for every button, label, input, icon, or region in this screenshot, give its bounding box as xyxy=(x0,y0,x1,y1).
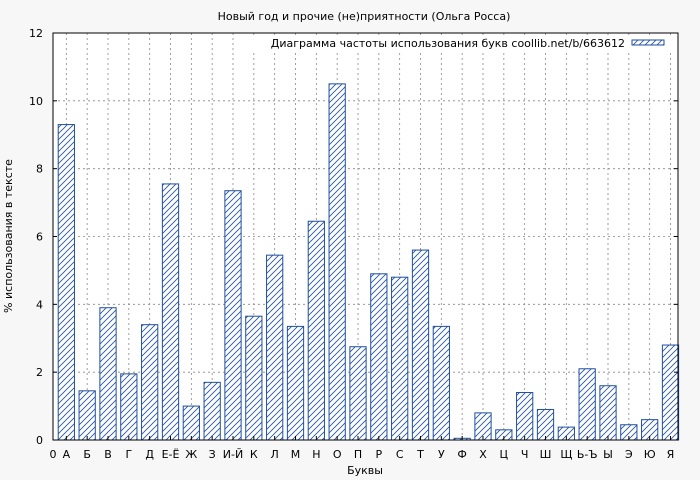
x-tick-label: Ь-Ъ xyxy=(577,448,598,461)
x-tick-label: Р xyxy=(376,448,383,461)
x-tick-label: Э xyxy=(625,448,633,461)
legend-label: Диаграмма частоты использования букв coo… xyxy=(271,37,625,50)
bar-1 xyxy=(57,124,75,441)
x-axis-ticks: 0 А Б В Г Д Е-Ё Ж З И-Й К Л М Н О П Р С Т У Ф Х Ц Ч Ш Щ Ь-Ъ Ы Э Ю Я xyxy=(50,436,675,461)
bar-27 xyxy=(599,385,617,441)
x-tick-label: Г xyxy=(125,448,132,461)
bar-11 xyxy=(266,254,284,441)
x-tick-label: Ж xyxy=(185,448,197,461)
bar-26 xyxy=(578,368,596,441)
y-tick-label: 6 xyxy=(36,231,43,244)
x-tick-label: К xyxy=(250,448,258,461)
bar-3 xyxy=(99,307,117,441)
bar-19 xyxy=(432,325,450,441)
bar-13 xyxy=(307,220,325,441)
bar-18 xyxy=(411,249,430,441)
y-axis-ticks: 0 2 4 6 8 10 12 xyxy=(29,27,678,447)
bar-10 xyxy=(245,315,263,441)
legend-background xyxy=(240,35,676,52)
y-tick-label: 0 xyxy=(36,434,43,447)
bar-7 xyxy=(182,405,200,441)
bar-23 xyxy=(516,392,534,441)
x-tick-label: В xyxy=(104,448,112,461)
bar-21 xyxy=(474,412,492,441)
x-axis-label: Буквы xyxy=(347,464,383,477)
y-tick-label: 2 xyxy=(36,366,43,379)
bar-2 xyxy=(78,390,96,441)
bar-15 xyxy=(349,346,367,441)
bar-30 xyxy=(661,344,680,441)
x-tick-label: Х xyxy=(479,448,487,461)
bar-14 xyxy=(328,83,346,441)
bars xyxy=(57,83,680,441)
bar-8 xyxy=(203,381,221,441)
x-tick-label: Ш xyxy=(540,448,552,461)
bar-12 xyxy=(286,325,305,441)
x-tick-label: Я xyxy=(667,448,675,461)
bar-9 xyxy=(224,190,242,441)
y-tick-label: 8 xyxy=(36,163,43,176)
x-tick-label: У xyxy=(438,448,445,461)
x-tick-label: И-Й xyxy=(223,448,243,461)
y-tick-label: 4 xyxy=(36,298,43,311)
x-tick-label: С xyxy=(396,448,404,461)
x-tick-label: П xyxy=(354,448,362,461)
x-tick-label: Б xyxy=(83,448,91,461)
legend-swatch xyxy=(631,39,665,46)
y-tick-label: 12 xyxy=(29,27,43,40)
x-tick-label: З xyxy=(209,448,216,461)
bar-17 xyxy=(391,276,409,441)
bar-24 xyxy=(536,408,555,441)
x-tick-label: Щ xyxy=(560,448,572,461)
y-axis-label: % использования в тексте xyxy=(2,159,15,313)
x-tick-label: Ч xyxy=(521,448,529,461)
x-tick-label-start: 0 xyxy=(50,448,57,461)
bar-5 xyxy=(141,324,159,441)
y-tick-label: 10 xyxy=(29,95,43,108)
x-tick-label: Т xyxy=(416,448,424,461)
x-tick-label: Д xyxy=(145,448,154,461)
bar-6 xyxy=(161,183,180,441)
x-tick-label: Н xyxy=(312,448,320,461)
bar-4 xyxy=(120,373,138,441)
x-tick-label: Ц xyxy=(500,448,509,461)
legend: Диаграмма частоты использования букв coo… xyxy=(240,35,676,52)
x-tick-label: М xyxy=(291,448,301,461)
x-tick-label: О xyxy=(333,448,342,461)
x-tick-label: Ы xyxy=(603,448,613,461)
grid-lines xyxy=(53,33,678,440)
x-tick-label: Л xyxy=(271,448,279,461)
chart-title: Новый год и прочие (не)приятности (Ольга… xyxy=(218,10,511,23)
x-tick-label: А xyxy=(63,448,71,461)
x-tick-label: Ф xyxy=(457,448,466,461)
x-tick-label: Е-Ё xyxy=(162,448,180,461)
bar-16 xyxy=(370,273,388,441)
x-tick-label: Ю xyxy=(644,448,656,461)
